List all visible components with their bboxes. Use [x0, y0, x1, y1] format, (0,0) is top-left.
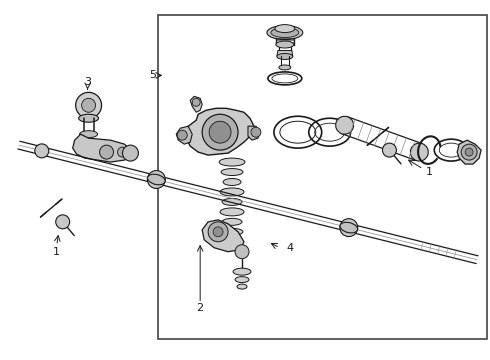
Text: 1: 1 — [53, 247, 60, 257]
Text: 4: 4 — [286, 243, 294, 253]
Circle shape — [118, 147, 127, 157]
Circle shape — [465, 148, 473, 156]
Ellipse shape — [223, 179, 241, 185]
Circle shape — [461, 144, 477, 160]
Ellipse shape — [220, 188, 244, 196]
Polygon shape — [277, 50, 293, 57]
Ellipse shape — [221, 168, 243, 176]
Circle shape — [202, 114, 238, 150]
Polygon shape — [186, 108, 254, 155]
Text: 2: 2 — [196, 302, 204, 312]
Circle shape — [340, 219, 358, 237]
Circle shape — [82, 98, 96, 112]
Bar — [158, 15, 487, 339]
Circle shape — [192, 98, 200, 106]
Polygon shape — [248, 126, 260, 140]
Circle shape — [251, 127, 261, 137]
Ellipse shape — [275, 24, 295, 32]
Ellipse shape — [267, 26, 303, 40]
Ellipse shape — [340, 222, 358, 233]
Polygon shape — [190, 96, 202, 112]
Circle shape — [75, 92, 101, 118]
Ellipse shape — [410, 143, 428, 161]
Text: 1: 1 — [426, 167, 433, 177]
Circle shape — [35, 144, 49, 158]
Text: 5: 5 — [149, 71, 156, 80]
Polygon shape — [73, 134, 130, 162]
Polygon shape — [202, 220, 244, 252]
Circle shape — [235, 245, 249, 259]
Ellipse shape — [233, 268, 251, 275]
Ellipse shape — [237, 284, 247, 289]
Ellipse shape — [277, 54, 293, 59]
Circle shape — [147, 171, 165, 189]
Ellipse shape — [223, 239, 241, 245]
Circle shape — [213, 227, 223, 237]
Ellipse shape — [147, 174, 165, 185]
Circle shape — [122, 145, 138, 161]
Circle shape — [177, 130, 187, 140]
Ellipse shape — [279, 65, 291, 70]
Ellipse shape — [222, 198, 242, 206]
Ellipse shape — [78, 114, 98, 122]
Circle shape — [56, 215, 70, 229]
Ellipse shape — [219, 158, 245, 166]
Circle shape — [209, 121, 231, 143]
Ellipse shape — [80, 131, 98, 138]
Polygon shape — [457, 140, 481, 164]
Polygon shape — [176, 126, 192, 144]
Ellipse shape — [221, 228, 243, 235]
Text: 3: 3 — [84, 77, 91, 87]
Ellipse shape — [222, 219, 242, 225]
Ellipse shape — [336, 116, 354, 134]
Circle shape — [99, 145, 114, 159]
Ellipse shape — [220, 208, 244, 216]
Ellipse shape — [235, 276, 249, 283]
Ellipse shape — [276, 41, 294, 48]
Ellipse shape — [271, 28, 299, 37]
Circle shape — [383, 143, 396, 157]
Circle shape — [208, 222, 228, 242]
